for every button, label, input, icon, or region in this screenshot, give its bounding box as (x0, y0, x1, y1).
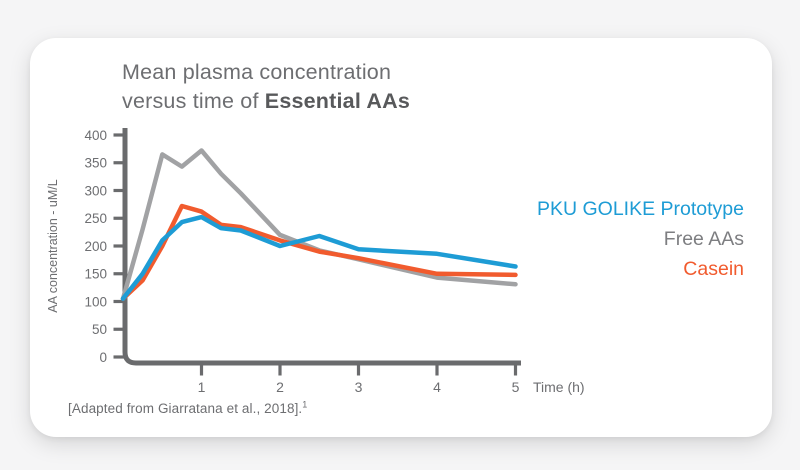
y-axis-title: AA concentration - uM/L (46, 179, 60, 312)
chart-title-line1: Mean plasma concentration (122, 60, 392, 84)
chart-card (30, 38, 772, 437)
x-axis-tick-label: 1 (198, 379, 206, 395)
x-axis-tick-label: 3 (355, 379, 363, 395)
series-line-casein (120, 203, 518, 301)
footnote-superscript: 1 (302, 399, 308, 410)
y-axis-tick-label: 200 (84, 239, 107, 254)
legend-item-casein: Casein (683, 258, 744, 280)
y-axis-tick-label: 250 (84, 211, 107, 226)
legend-item-pku-golike-prototype: PKU GOLIKE Prototype (536, 198, 744, 220)
x-axis-tick-label: 4 (433, 379, 441, 395)
x-axis-title: Time (h) (533, 379, 585, 395)
chart-title-bold: Essential AAs (264, 89, 410, 113)
x-axis-tick-label: 2 (276, 379, 284, 395)
series-line-pku-golike-prototype (120, 214, 518, 301)
chart-title-line2: versus time of (122, 89, 265, 113)
chart-legend: PKU GOLIKE Prototype Free AAs Casein (537, 194, 744, 284)
y-axis-tick-label: 0 (99, 350, 107, 365)
x-axis-tick-label: 5 (512, 379, 520, 395)
y-axis-tick-label: 50 (92, 322, 107, 337)
y-axis-tick-label: 300 (84, 183, 107, 198)
footnote: [Adapted from Giarratana et al., 2018].1 (68, 399, 308, 416)
y-axis-tick-label: 400 (84, 128, 107, 143)
chart-title: Mean plasma concentration versus time of … (122, 58, 410, 116)
footnote-text: [Adapted from Giarratana et al., 2018]. (68, 401, 303, 416)
y-axis-tick-label: 150 (84, 267, 107, 282)
y-axis-tick-label: 100 (84, 294, 107, 309)
legend-item-free-aas: Free AAs (663, 228, 744, 250)
y-axis-tick-label: 350 (84, 156, 107, 171)
axis-spine (122, 128, 521, 366)
